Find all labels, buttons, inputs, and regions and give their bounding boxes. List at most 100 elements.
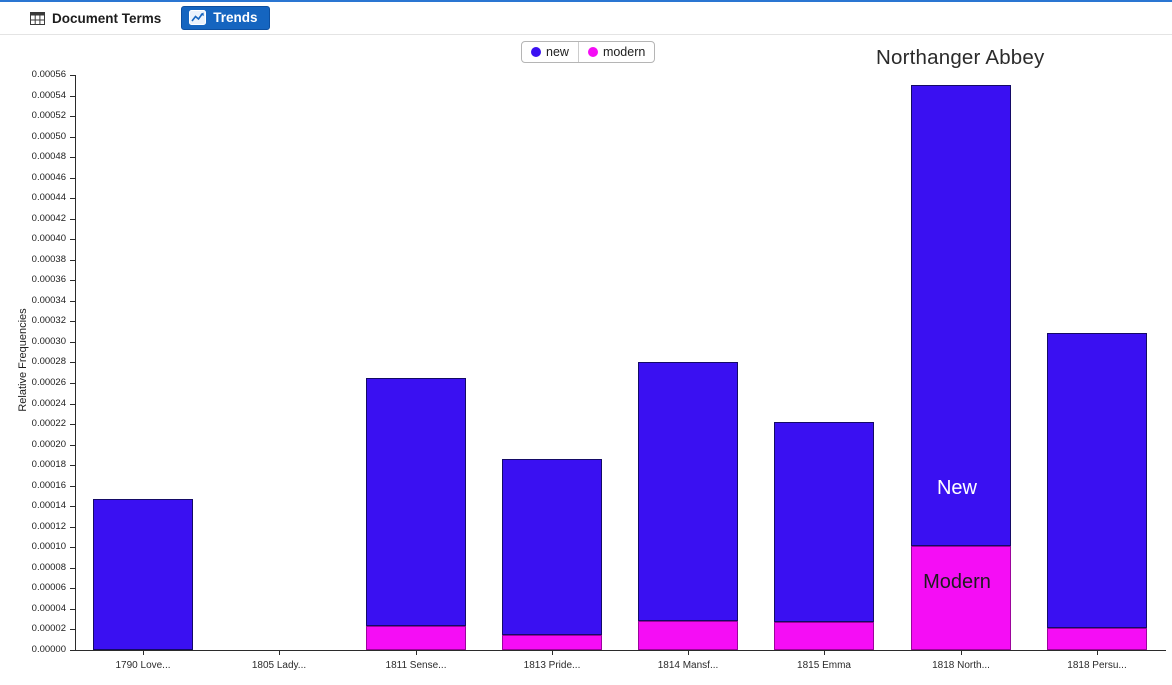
y-axis-tick (70, 383, 75, 384)
y-axis-tick-label: 0.00030 (31, 336, 66, 347)
bar-segment-new[interactable] (911, 85, 1011, 546)
bar-segment-modern[interactable] (1047, 628, 1147, 650)
y-axis-tick (70, 629, 75, 630)
y-axis-tick-label: 0.00032 (31, 315, 66, 326)
y-axis-tick (70, 116, 75, 117)
tab-trends[interactable]: Trends (181, 6, 270, 30)
y-axis-tick-label: 0.00056 (31, 69, 66, 80)
x-axis-tick (279, 651, 280, 655)
y-axis-tick-label: 0.00050 (31, 131, 66, 142)
y-axis-tick (70, 362, 75, 363)
y-axis-tick-label: 0.00054 (31, 90, 66, 101)
y-axis-tick-label: 0.00018 (31, 459, 66, 470)
y-axis-tick-label: 0.00048 (31, 151, 66, 162)
top-accent-strip (0, 0, 1172, 2)
y-axis-tick (70, 137, 75, 138)
x-axis-label: 1813 Pride... (523, 660, 581, 671)
y-axis-tick (70, 527, 75, 528)
y-axis-tick-label: 0.00028 (31, 356, 66, 367)
x-axis-tick (961, 651, 962, 655)
bar-segment-modern[interactable] (502, 635, 602, 650)
x-axis-label: 1805 Lady... (251, 660, 307, 671)
bar-1790-love-[interactable] (93, 499, 193, 650)
tab-document-terms[interactable]: Document Terms (30, 11, 161, 26)
y-axis-tick-label: 0.00038 (31, 254, 66, 265)
x-axis-label: 1818 Persu... (1067, 660, 1127, 671)
y-axis-tick (70, 157, 75, 158)
x-axis-tick (824, 651, 825, 655)
bar-segment-new[interactable] (366, 378, 466, 626)
x-axis-label: 1790 Love... (115, 660, 171, 671)
y-axis-tick (70, 486, 75, 487)
legend-item-modern[interactable]: modern (577, 42, 654, 62)
y-axis-tick (70, 342, 75, 343)
y-axis-tick-label: 0.00014 (31, 500, 66, 511)
bar-1815-emma[interactable] (774, 422, 874, 650)
y-axis-tick-label: 0.00010 (31, 541, 66, 552)
y-axis-tick-label: 0.00042 (31, 213, 66, 224)
y-axis-tick (70, 568, 75, 569)
bar-segment-new[interactable] (93, 499, 193, 650)
y-axis-tick (70, 96, 75, 97)
y-axis-tick (70, 609, 75, 610)
bar-label-new: New (936, 477, 978, 499)
bar-label-modern: Modern (923, 571, 991, 593)
y-axis-tick (70, 650, 75, 651)
x-axis-tick (1097, 651, 1098, 655)
bar-segment-new[interactable] (502, 459, 602, 635)
bar-1814-mansf-[interactable] (638, 362, 738, 650)
y-axis-tick (70, 588, 75, 589)
bar-segment-new[interactable] (774, 422, 874, 622)
y-axis-tick (70, 424, 75, 425)
y-axis-tick-label: 0.00008 (31, 562, 66, 573)
y-axis-tick (70, 198, 75, 199)
x-axis-tick (416, 651, 417, 655)
line-chart-icon (189, 10, 207, 25)
bar-segment-new[interactable] (1047, 333, 1147, 628)
x-axis-tick (688, 651, 689, 655)
y-axis-tick-label: 0.00040 (31, 233, 66, 244)
table-grid-icon (30, 11, 45, 25)
x-axis-label: 1814 Mansf... (657, 660, 719, 671)
x-axis-label: 1818 North... (932, 660, 990, 671)
y-axis-tick-label: 0.00044 (31, 192, 66, 203)
tab-label: Document Terms (52, 10, 162, 26)
y-axis-tick (70, 506, 75, 507)
y-axis-tick (70, 280, 75, 281)
toolbar: Document Terms Trends (0, 2, 1172, 35)
tab-label: Trends (213, 10, 258, 25)
x-axis-label: 1811 Sense... (385, 660, 447, 671)
y-axis-tick (70, 465, 75, 466)
y-axis-tick-label: 0.00000 (31, 644, 66, 655)
x-axis-tick (143, 651, 144, 655)
y-axis-tick (70, 75, 75, 76)
y-axis-tick-label: 0.00004 (31, 603, 66, 614)
y-axis-tick-label: 0.00016 (31, 480, 66, 491)
y-axis-line (75, 75, 76, 651)
legend: new modern (521, 41, 656, 63)
legend-item-new[interactable]: new (522, 42, 578, 62)
y-axis-tick (70, 239, 75, 240)
bar-1813-pride-[interactable] (502, 459, 602, 650)
legend-label: modern (602, 45, 646, 59)
bar-segment-modern[interactable] (911, 546, 1011, 650)
bar-segment-modern[interactable] (638, 621, 738, 650)
legend-dot-new (531, 47, 541, 57)
y-axis-tick (70, 219, 75, 220)
bar-1811-sense-[interactable] (366, 378, 466, 650)
legend-label: new (546, 45, 569, 59)
y-axis-tick-label: 0.00026 (31, 377, 66, 388)
bar-segment-modern[interactable] (366, 626, 466, 650)
annotation-northanger-abbey: Northanger Abbey (876, 46, 1045, 69)
y-axis-tick-label: 0.00022 (31, 418, 66, 429)
y-axis-tick (70, 260, 75, 261)
y-axis-tick-label: 0.00036 (31, 274, 66, 285)
x-axis-label: 1815 Emma (797, 660, 851, 671)
y-axis-tick-label: 0.00012 (31, 521, 66, 532)
bar-1818-persu-[interactable] (1047, 333, 1147, 650)
bar-1818-north-[interactable] (911, 85, 1011, 650)
bar-segment-modern[interactable] (774, 622, 874, 650)
legend-dot-modern (587, 47, 598, 57)
bar-segment-new[interactable] (638, 362, 738, 621)
